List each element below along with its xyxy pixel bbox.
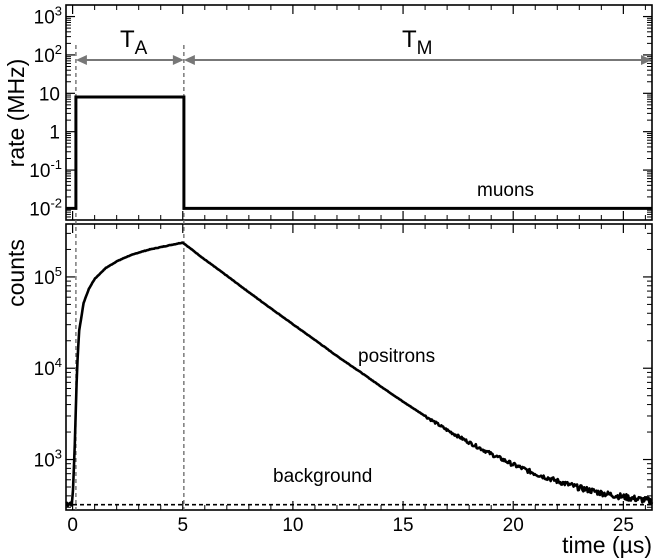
bottom-y-tick-exponent: 3 [55,447,62,462]
series-layer [65,95,654,508]
ta-arrow-head-right [172,55,184,65]
bottom-y-tick-base: 10 [34,451,55,472]
tm-arrow-head-left [183,55,195,65]
top-y-tick-exponent: -1 [50,157,62,172]
bottom-y-tick-base: 10 [34,268,55,289]
top-y-tick-base: 10 [34,46,55,67]
top-y-tick-exponent: 3 [55,4,62,19]
top-y-tick-label: 10-1 [29,157,62,182]
tm-label: TM [402,26,433,59]
background-label: background [273,466,372,487]
tm-arrow-head-right [641,55,652,65]
ta-label: TA [120,26,148,59]
top-y-tick-label: 10-2 [29,195,62,220]
vertical-markers [75,45,185,510]
top-y-tick-base: 1 [49,123,60,144]
top-y-tick-base: 10 [34,8,55,29]
x-tick-label: 15 [392,515,413,536]
bottom-y-tick-label: 105 [34,264,62,289]
bottom-y-tick-label: 103 [34,447,62,472]
top-y-tick-label: 10 [39,84,60,105]
top-y-tick-exponent: 2 [55,42,62,57]
bottom-y-tick-label: 104 [34,355,62,380]
x-tick-label: 10 [282,515,303,536]
top-y-tick-label: 102 [34,42,62,67]
bottom-y-axis-label: counts [3,239,29,307]
x-axis-label: time (µs) [562,532,652,558]
x-tick-label: 5 [177,515,188,536]
muons-series-line [66,95,652,210]
x-tick-label: 20 [503,515,524,536]
ta-label-main: T [120,26,135,53]
interval-arrows [75,55,652,65]
positrons-series-line [65,241,654,508]
top-y-tick-label: 103 [34,4,62,29]
top-y-tick-label: 1 [49,123,60,144]
tm-label-main: T [402,26,417,53]
muons-label: muons [477,180,534,201]
top-panel-frame [65,4,653,221]
tick-marks [66,4,652,510]
bottom-y-tick-exponent: 5 [55,264,62,279]
top-y-axis-label: rate (MHz) [3,59,29,168]
x-tick-label: 25 [613,515,634,536]
tm-label-sub: M [417,38,433,59]
top-y-tick-exponent: -2 [50,195,62,210]
ta-label-sub: A [135,38,148,59]
bottom-y-tick-base: 10 [34,359,55,380]
top-y-tick-base: 10 [29,161,50,182]
bottom-y-tick-exponent: 4 [55,355,62,370]
x-tick-label: 0 [67,515,78,536]
ta-arrow-head-left [75,55,87,65]
top-y-tick-base: 10 [39,84,60,105]
top-y-tick-base: 10 [29,199,50,220]
positrons-label: positrons [358,346,435,367]
